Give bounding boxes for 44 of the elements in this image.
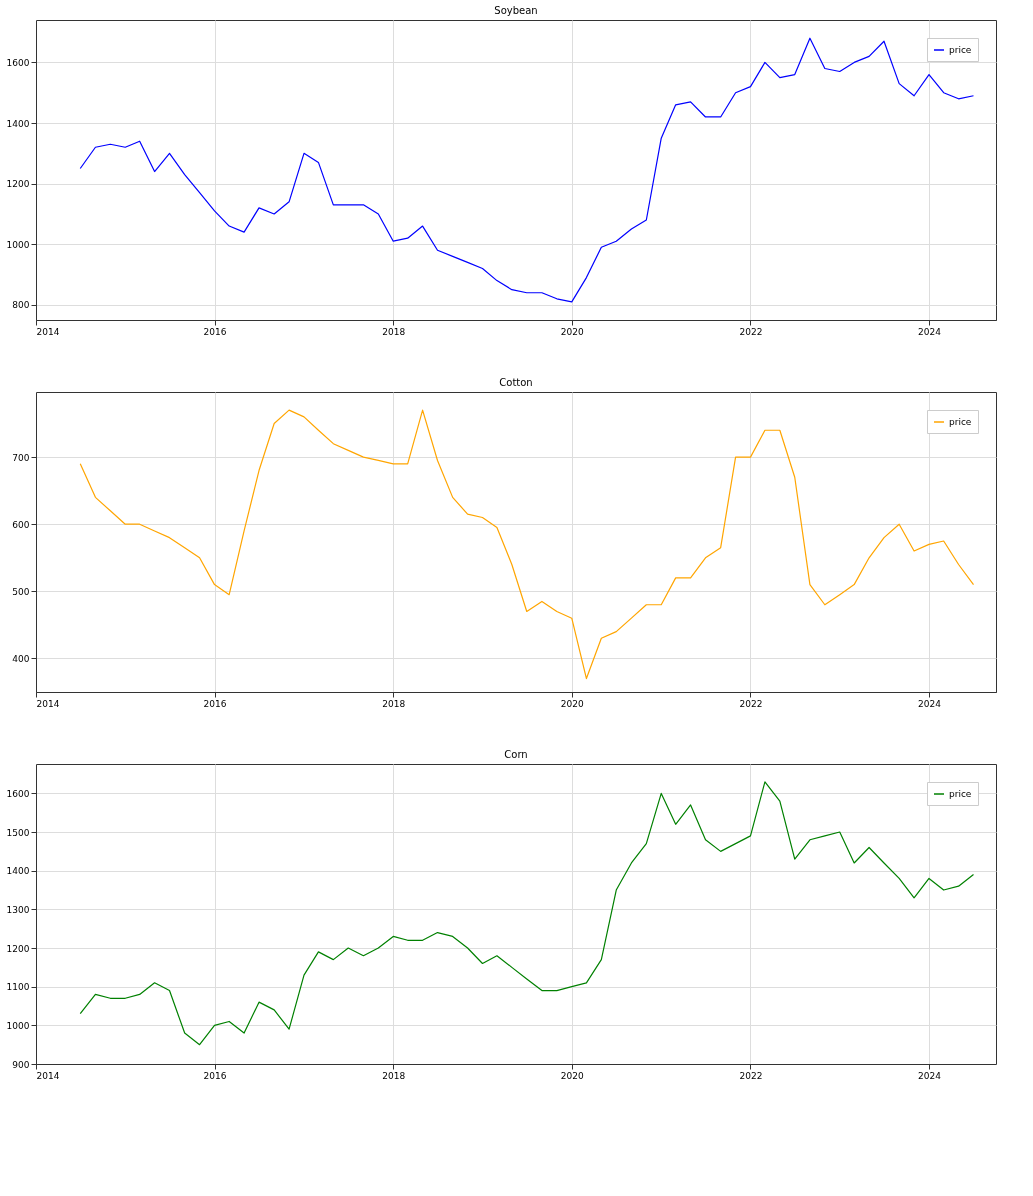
x-tick-label: 2016: [203, 326, 227, 337]
x-tick-label: 2016: [203, 1070, 227, 1081]
y-tick-label: 1300: [6, 904, 30, 915]
x-tick-label: 2014: [36, 1070, 60, 1081]
legend-label: price: [949, 45, 972, 55]
line-series: [79, 37, 975, 303]
chart-title: Cotton: [499, 377, 533, 388]
legend-label: price: [949, 417, 972, 427]
y-tick-label: 1600: [6, 57, 30, 68]
chart-title: Soybean: [494, 5, 538, 16]
y-tick-label: 500: [12, 586, 30, 597]
line-series: [79, 409, 975, 680]
x-tick-label: 2022: [739, 326, 763, 337]
y-tick-label: 600: [12, 519, 30, 530]
x-tick-label: 2020: [560, 1070, 584, 1081]
y-tick-label: 1100: [6, 982, 30, 993]
x-tick-label: 2020: [560, 326, 584, 337]
y-tick-label: 900: [12, 1059, 30, 1070]
legend-label: price: [949, 789, 972, 799]
y-tick-label: 1500: [6, 827, 30, 838]
y-tick-label: 1600: [6, 788, 30, 799]
x-tick-label: 2018: [382, 1070, 406, 1081]
y-tick-label: 1000: [6, 239, 30, 250]
x-tick-label: 2018: [382, 326, 406, 337]
x-tick-label: 2014: [36, 326, 60, 337]
y-tick-label: 1200: [6, 943, 30, 954]
chart-title: Corn: [504, 749, 528, 760]
x-tick-label: 2020: [560, 698, 584, 709]
y-tick-label: 1200: [6, 179, 30, 190]
x-tick-label: 2018: [382, 698, 406, 709]
y-tick-label: 700: [12, 452, 30, 463]
x-tick-label: 2024: [918, 1070, 942, 1081]
y-tick-label: 1400: [6, 866, 30, 877]
x-tick-label: 2024: [918, 698, 942, 709]
x-tick-label: 2014: [36, 698, 60, 709]
y-tick-label: 800: [12, 300, 30, 311]
x-tick-label: 2024: [918, 326, 942, 337]
line-series: [79, 781, 975, 1046]
y-tick-label: 1400: [6, 118, 30, 129]
x-tick-label: 2022: [739, 698, 763, 709]
x-tick-label: 2022: [739, 1070, 763, 1081]
x-tick-label: 2016: [203, 698, 227, 709]
y-tick-label: 400: [12, 653, 30, 664]
y-tick-label: 1000: [6, 1020, 30, 1031]
